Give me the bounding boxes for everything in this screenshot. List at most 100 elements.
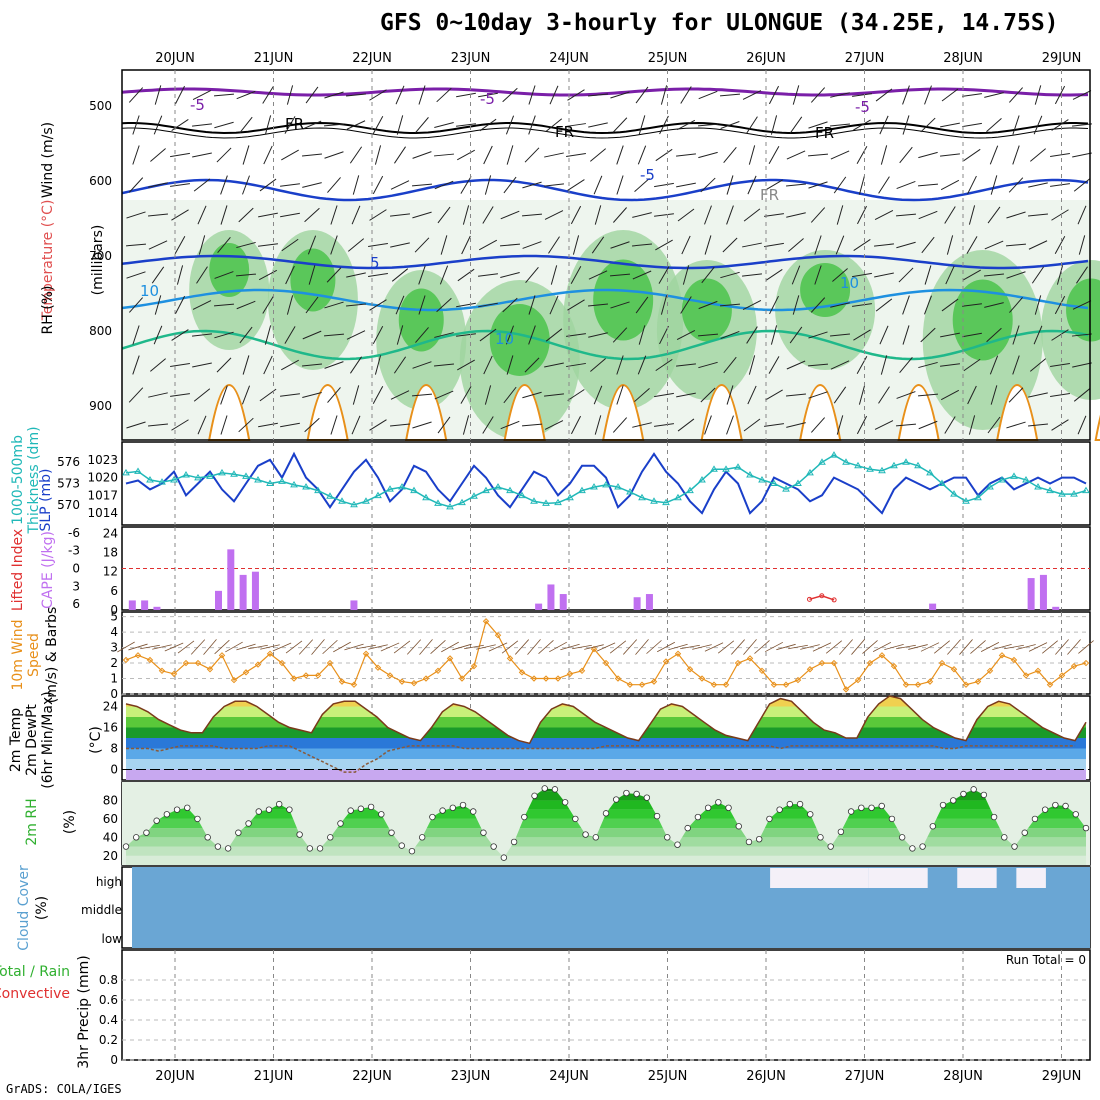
isotherm-10 — [121, 288, 1089, 312]
wind-barb — [351, 205, 361, 225]
wind-barb — [374, 355, 382, 375]
wind-barb — [197, 205, 207, 225]
thickness-point — [554, 498, 562, 506]
rh-point — [1082, 824, 1090, 832]
thickness-point — [638, 493, 646, 501]
temp-band — [126, 696, 1086, 707]
wind-barb — [242, 175, 250, 195]
wind-barb — [503, 176, 517, 194]
wind-barb — [482, 206, 494, 224]
thickness-point — [866, 465, 874, 472]
contour-label: -5 — [855, 98, 870, 116]
wind-barb — [372, 325, 384, 345]
wind-speed-point — [494, 632, 502, 639]
rh-point — [980, 791, 988, 799]
wind-barb — [880, 145, 888, 165]
wind-barb — [412, 361, 432, 369]
wind-barb — [594, 415, 602, 435]
li-line — [809, 594, 835, 601]
rh-point — [408, 847, 416, 855]
wind10-barb — [177, 640, 195, 654]
wind-barb — [676, 182, 696, 188]
rh-tick-label: 40 — [103, 830, 118, 844]
wind-barb — [875, 88, 893, 102]
wind-barb — [1008, 87, 1024, 103]
rh-point — [510, 838, 518, 846]
wind-barb — [550, 265, 558, 285]
wind-barb — [967, 175, 977, 195]
rh-wet-core — [209, 243, 250, 297]
contour-label: FR — [285, 115, 304, 133]
wind-barb — [810, 87, 826, 103]
cape-bar — [929, 603, 937, 610]
wind-barb — [197, 415, 207, 435]
wind-barb — [236, 241, 256, 249]
thickness-point — [266, 479, 274, 486]
wind-barb — [874, 272, 894, 278]
wind-barb — [433, 363, 455, 367]
wind-speed-point — [362, 650, 370, 657]
wind-barb — [588, 332, 608, 338]
slp-tick-label: 1017 — [87, 488, 118, 502]
rh-point — [868, 804, 875, 812]
thickness-tick-label: 570 — [57, 498, 80, 512]
slp-label: SLP (mb) — [38, 468, 54, 531]
rh-point — [418, 834, 426, 841]
wind-barb — [352, 385, 360, 405]
thickness-label-b: Thickness (dm) — [26, 426, 42, 534]
thickness-point — [686, 486, 694, 494]
wind-barb — [461, 235, 471, 255]
cloud-level-middle: middle — [81, 903, 122, 917]
wind-barb — [220, 205, 228, 225]
wind10-barb — [476, 644, 496, 650]
wind-barb — [525, 267, 539, 283]
wind-barb — [880, 355, 888, 375]
wind-barb — [697, 333, 719, 337]
wind-axis-label: Wind (m/s) — [40, 122, 56, 198]
wind-barb — [347, 238, 365, 252]
rh-band — [126, 818, 1086, 829]
wind-barb — [305, 296, 319, 314]
thickness-point — [854, 461, 862, 469]
wind-barb — [549, 85, 559, 105]
wind10-barb — [896, 644, 916, 650]
wind-barb — [395, 295, 405, 315]
thickness-point — [410, 486, 418, 494]
wind-barb — [148, 423, 168, 427]
temp-bands — [126, 696, 1086, 780]
wind-barb — [1012, 355, 1020, 375]
thickness-point — [182, 471, 190, 478]
date-label-bottom: 29JUN — [1042, 1069, 1082, 1084]
rh-point — [653, 812, 661, 820]
wind-barb — [372, 175, 384, 195]
wind-barb — [853, 119, 871, 131]
wind-barb — [544, 210, 564, 220]
wind-tick-label: 0 — [110, 687, 118, 701]
thickness-point — [650, 497, 658, 504]
wind-barb — [1031, 266, 1045, 284]
wind-barb — [391, 268, 409, 282]
wind-barb — [528, 295, 536, 315]
wind-barb — [478, 273, 498, 277]
wind-speed-point — [758, 667, 766, 674]
wind-speed-point — [434, 667, 442, 674]
wind10-barb — [344, 643, 364, 651]
cape-bar — [1052, 606, 1060, 610]
wind-speed-point — [578, 667, 586, 674]
wind-barb — [748, 355, 756, 375]
wind-barb — [369, 209, 387, 221]
wind-barb — [258, 212, 278, 218]
wind-barb — [658, 266, 670, 284]
rh-point — [1062, 802, 1069, 810]
wind-barb — [853, 329, 871, 341]
cape-bar — [227, 549, 235, 610]
cloud-label-a: Cloud Cover — [16, 865, 32, 951]
wind-barb — [829, 123, 851, 127]
wind-barb — [263, 145, 273, 165]
wind-barb — [349, 146, 363, 164]
thickness-point — [626, 488, 634, 495]
wind10-barb — [272, 642, 292, 652]
isotherm-5 — [121, 254, 1089, 270]
rh-point — [480, 829, 487, 836]
wind-barb — [327, 177, 341, 193]
